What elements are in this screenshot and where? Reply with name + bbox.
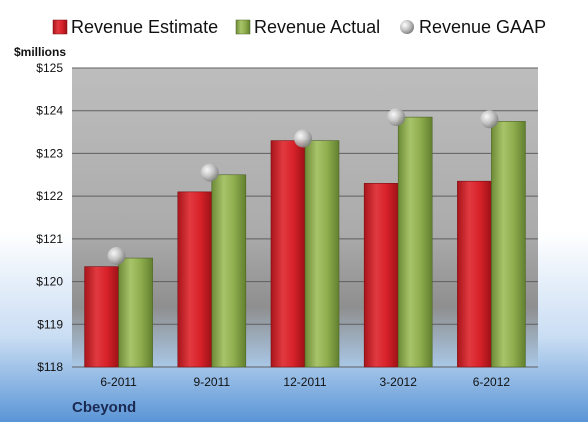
y-axis-unit-label: $millions [14, 45, 66, 59]
gaap-marker [480, 110, 499, 129]
legend: Revenue Estimate Revenue Actual Revenue … [52, 17, 546, 37]
x-tick-label: 3-2012 [380, 375, 418, 389]
y-tick-label: $125 [36, 61, 63, 75]
bar-actual [211, 174, 247, 368]
company-name: Cbeyond [72, 399, 136, 416]
x-tick-label: 12-2011 [283, 375, 326, 389]
legend-swatch-actual [235, 19, 251, 35]
y-axis-tick-labels: $118 $119 $120 $121 $122 $123 $124 $125 [36, 61, 63, 374]
bar-estimate [363, 183, 399, 368]
bar-estimate [84, 266, 119, 368]
legend-marker-gaap [400, 20, 414, 34]
y-tick-label: $123 [36, 146, 63, 160]
bar-actual [397, 116, 433, 368]
bar-actual [118, 257, 153, 368]
legend-item-estimate: Revenue Estimate [52, 17, 218, 37]
gaap-markers [107, 108, 499, 265]
x-tick-label: 6-2011 [100, 375, 137, 389]
gaap-marker [200, 163, 219, 182]
bar-estimate [270, 140, 306, 368]
legend-swatch-estimate [52, 19, 68, 35]
legend-label-estimate: Revenue Estimate [71, 17, 218, 37]
y-tick-label: $118 [37, 360, 63, 374]
bars [84, 116, 526, 368]
x-tick-label: 9-2011 [194, 375, 231, 389]
gaap-marker [107, 246, 126, 265]
bar-estimate [177, 191, 213, 368]
x-axis-tick-labels: 6-2011 9-2011 12-2011 3-2012 6-2012 [100, 375, 510, 389]
y-tick-label: $120 [36, 275, 63, 289]
bar-actual [304, 140, 340, 368]
y-tick-label: $119 [37, 317, 63, 331]
gaap-marker [294, 129, 312, 148]
legend-item-actual: Revenue Actual [235, 17, 380, 37]
gaap-marker [387, 108, 406, 127]
legend-item-gaap: Revenue GAAP [400, 17, 546, 37]
legend-label-gaap: Revenue GAAP [419, 17, 546, 37]
bar-actual [491, 121, 526, 368]
y-tick-label: $122 [36, 189, 63, 203]
x-tick-label: 6-2012 [473, 375, 511, 389]
legend-label-actual: Revenue Actual [254, 17, 380, 37]
bar-estimate [457, 180, 492, 368]
y-tick-label: $121 [36, 232, 63, 246]
y-tick-label: $124 [36, 104, 63, 118]
